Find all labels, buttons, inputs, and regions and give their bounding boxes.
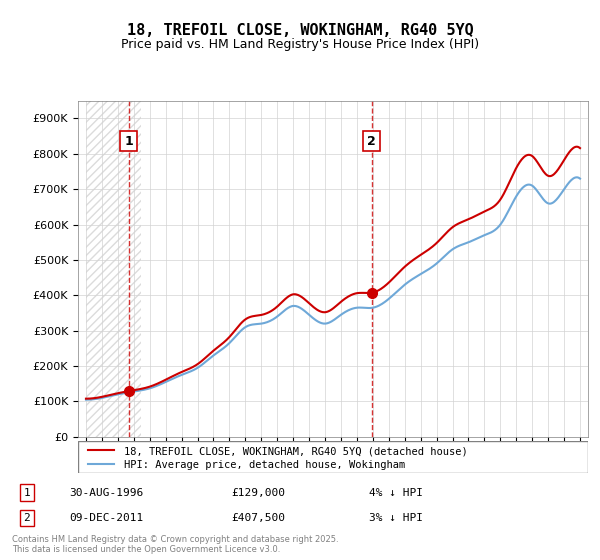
FancyBboxPatch shape	[78, 441, 588, 473]
Text: 18, TREFOIL CLOSE, WOKINGHAM, RG40 5YQ (detached house): 18, TREFOIL CLOSE, WOKINGHAM, RG40 5YQ (…	[124, 446, 467, 456]
Text: 1: 1	[124, 134, 133, 148]
Text: £407,500: £407,500	[231, 513, 285, 523]
Text: Contains HM Land Registry data © Crown copyright and database right 2025.
This d: Contains HM Land Registry data © Crown c…	[12, 535, 338, 554]
Text: 3% ↓ HPI: 3% ↓ HPI	[369, 513, 423, 523]
Text: £129,000: £129,000	[231, 488, 285, 498]
Text: 4% ↓ HPI: 4% ↓ HPI	[369, 488, 423, 498]
Text: HPI: Average price, detached house, Wokingham: HPI: Average price, detached house, Woki…	[124, 460, 405, 470]
Text: 18, TREFOIL CLOSE, WOKINGHAM, RG40 5YQ: 18, TREFOIL CLOSE, WOKINGHAM, RG40 5YQ	[127, 24, 473, 38]
Text: Price paid vs. HM Land Registry's House Price Index (HPI): Price paid vs. HM Land Registry's House …	[121, 38, 479, 52]
Text: 2: 2	[367, 134, 376, 148]
Text: 2: 2	[23, 513, 30, 523]
Text: 30-AUG-1996: 30-AUG-1996	[70, 488, 144, 498]
Text: 1: 1	[23, 488, 30, 498]
Text: 09-DEC-2011: 09-DEC-2011	[70, 513, 144, 523]
